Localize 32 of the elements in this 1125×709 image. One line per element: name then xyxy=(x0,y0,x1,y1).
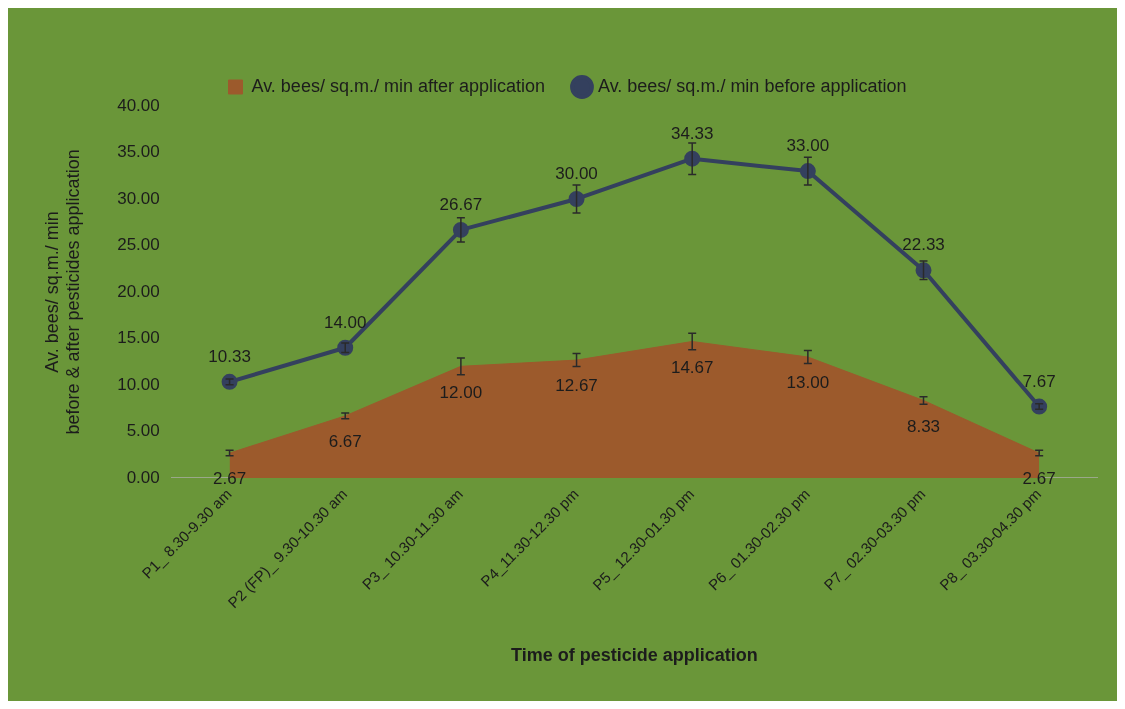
data-label: 10.33 xyxy=(208,347,251,367)
y-tick-label: 5.00 xyxy=(126,421,160,441)
data-label: 12.67 xyxy=(555,376,598,396)
data-label: 13.00 xyxy=(786,373,830,393)
y-tick-label: 30.00 xyxy=(117,188,160,208)
y-tick-label: 15.00 xyxy=(117,328,160,348)
data-label: 2.67 xyxy=(1022,469,1056,489)
y-tick-label: 35.00 xyxy=(117,142,160,162)
y-tick-label: 20.00 xyxy=(117,281,160,301)
y-axis-title: Av. bees/ sq.m./ min before & after pesticides application xyxy=(41,149,84,435)
y-tick-label: 40.00 xyxy=(117,95,160,115)
data-label: 34.33 xyxy=(670,123,714,143)
point xyxy=(1031,398,1048,415)
point xyxy=(337,339,354,356)
y-tick-label: 10.00 xyxy=(117,374,160,394)
data-label: 30.00 xyxy=(555,164,598,184)
data-label: 14.67 xyxy=(670,357,714,377)
legend-label: Av. bees/ sq.m./ min after application xyxy=(251,75,545,96)
data-label: 14.00 xyxy=(323,312,367,332)
data-label: 22.33 xyxy=(902,235,945,255)
x-axis-title: Time of pesticide application xyxy=(511,645,758,666)
y-tick-label: 25.00 xyxy=(117,235,160,255)
data-label: 26.67 xyxy=(439,195,483,215)
data-label: 33.00 xyxy=(786,136,830,156)
y-tick-label: 0.00 xyxy=(126,467,160,487)
data-label: 8.33 xyxy=(906,416,941,436)
data-label: 6.67 xyxy=(328,432,362,452)
legend-label: Av. bees/ sq.m./ min before application xyxy=(597,75,907,96)
point xyxy=(221,373,238,390)
data-label: 2.67 xyxy=(213,469,247,489)
data-label: 12.00 xyxy=(439,382,483,402)
data-label: 7.67 xyxy=(1022,371,1056,391)
